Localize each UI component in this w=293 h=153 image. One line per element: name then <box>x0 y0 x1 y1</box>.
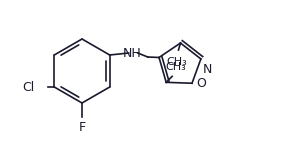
Text: N: N <box>203 63 212 76</box>
Text: NH: NH <box>122 47 141 60</box>
Text: CH₃: CH₃ <box>166 57 187 67</box>
Text: Cl: Cl <box>22 80 34 93</box>
Text: CH₃: CH₃ <box>166 62 187 72</box>
Text: O: O <box>196 77 206 90</box>
Text: F: F <box>79 121 86 134</box>
